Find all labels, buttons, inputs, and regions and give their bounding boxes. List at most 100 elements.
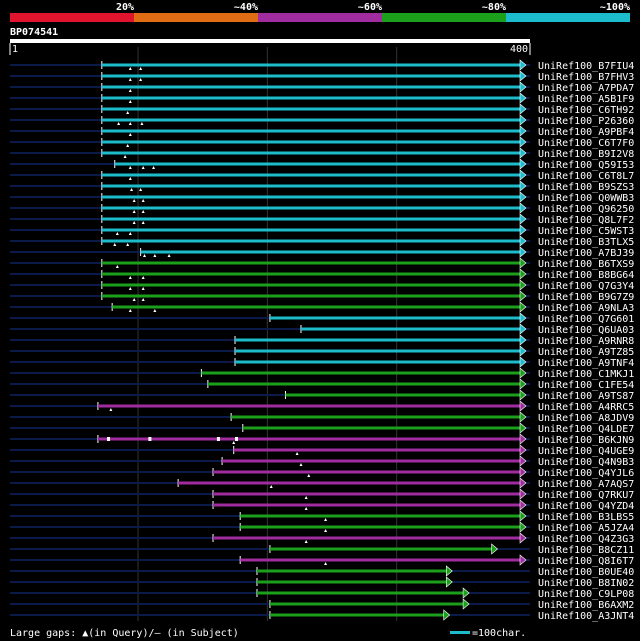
hit-row: UniRef100_C5WST3 [10, 224, 634, 237]
hit-label[interactable]: UniRef100_Q7G3Y4 [538, 281, 634, 292]
hit-label[interactable]: UniRef100_C6T8L7 [538, 171, 634, 182]
hit-label[interactable]: UniRef100_A9TZ85 [538, 347, 634, 358]
hit-arrow [519, 323, 527, 335]
hit-bar [257, 580, 447, 584]
query-gap-mark [115, 232, 119, 235]
query-gap-mark [167, 254, 171, 257]
hit-label[interactable]: UniRef100_Q96250 [538, 204, 634, 215]
hit-label[interactable]: UniRef100_B0UE40 [538, 567, 634, 578]
hit-label[interactable]: UniRef100_Q59I53 [538, 160, 634, 171]
hit-label[interactable]: UniRef100_Q7G601 [538, 314, 634, 325]
hit-label[interactable]: UniRef100_Q4LDE7 [538, 424, 634, 435]
hit-label[interactable]: UniRef100_Q8I6T7 [538, 556, 634, 567]
hit-label[interactable]: UniRef100_A4RRC5 [538, 402, 634, 413]
hit-label[interactable]: UniRef100_B9I2V8 [538, 149, 634, 160]
hit-row: UniRef100_Q6UA03 [10, 323, 634, 336]
hit-row: UniRef100_A7PDA7 [10, 81, 634, 94]
hit-bar [240, 558, 520, 562]
hit-label[interactable]: UniRef100_C1MKJ1 [538, 369, 634, 380]
query-gap-mark [126, 144, 130, 147]
hit-arrow [519, 136, 527, 148]
subject-gap-mark [235, 437, 239, 441]
hit-label[interactable]: UniRef100_C6TH92 [538, 105, 634, 116]
gaps-legend: Large gaps: ▲(in Query)/– (in Subject) [10, 628, 239, 639]
hit-label[interactable]: UniRef100_A9TS87 [538, 391, 634, 402]
hit-label[interactable]: UniRef100_B3TLX5 [538, 237, 634, 248]
query-gap-mark [304, 540, 308, 543]
legend-swatch-20 [10, 13, 134, 22]
hit-arrow [519, 422, 527, 434]
hit-arrow [519, 290, 527, 302]
hit-label[interactable]: UniRef100_Q0WWB3 [538, 193, 634, 204]
hit-label[interactable]: UniRef100_A8JDV9 [538, 413, 634, 424]
hit-label[interactable]: UniRef100_B8CZ11 [538, 545, 634, 556]
query-gap-mark [139, 78, 143, 81]
hit-label[interactable]: UniRef100_B6KJN9 [538, 435, 634, 446]
hit-bar [178, 481, 520, 485]
hit-label[interactable]: UniRef100_B9G7Z9 [538, 292, 634, 303]
hit-label[interactable]: UniRef100_Q7RKU7 [538, 490, 634, 501]
hit-bar [257, 569, 447, 573]
legend-swatch-60 [258, 13, 382, 22]
hit-row: UniRef100_A7AQS7 [10, 477, 634, 490]
hit-label[interactable]: UniRef100_A7AQS7 [538, 479, 634, 490]
hit-row: UniRef100_B8BG64 [10, 268, 634, 281]
hit-label[interactable]: UniRef100_Q4Z3G3 [538, 534, 634, 545]
hit-label[interactable]: UniRef100_B6AXM2 [538, 600, 634, 611]
query-gap-mark [304, 496, 308, 499]
hit-label[interactable]: UniRef100_B9SZS3 [538, 182, 634, 193]
hit-label[interactable]: UniRef100_Q4YZD4 [538, 501, 634, 512]
hit-label[interactable]: UniRef100_Q4YJL6 [538, 468, 634, 479]
hit-label[interactable]: UniRef100_Q6UA03 [538, 325, 634, 336]
hit-row: UniRef100_B9G7Z9 [10, 290, 634, 303]
hit-row: UniRef100_A7BJ39 [10, 246, 634, 259]
hit-arrow [462, 587, 470, 599]
hit-bar [213, 470, 520, 474]
hit-label[interactable]: UniRef100_B3LBS5 [538, 512, 634, 523]
hit-bar [140, 250, 520, 254]
hit-label[interactable]: UniRef100_Q4N9B3 [538, 457, 634, 468]
hit-label[interactable]: UniRef100_A7BJ39 [538, 248, 634, 259]
hit-bar [222, 459, 521, 463]
hit-bar [101, 129, 520, 133]
query-gap-mark [132, 210, 136, 213]
hit-bar [101, 217, 520, 221]
hit-label[interactable]: UniRef100_B7FIU4 [538, 61, 634, 72]
hit-label[interactable]: UniRef100_B7FHV3 [538, 72, 634, 83]
hit-label[interactable]: UniRef100_C5WST3 [538, 226, 634, 237]
hit-row: UniRef100_A9TS87 [10, 389, 634, 402]
hit-row: UniRef100_A9TZ85 [10, 345, 634, 358]
query-gap-mark [232, 441, 236, 444]
hit-row: UniRef100_A9TNF4 [10, 356, 634, 369]
hit-arrow [519, 70, 527, 82]
hit-label[interactable]: UniRef100_C1FE54 [538, 380, 634, 391]
hit-row: UniRef100_Q4UGE9 [10, 444, 634, 457]
hit-arrow [519, 312, 527, 324]
hit-label[interactable]: UniRef100_B6TXS9 [538, 259, 634, 270]
hit-label[interactable]: UniRef100_Q4UGE9 [538, 446, 634, 457]
hit-label[interactable]: UniRef100_A9RNR8 [538, 336, 634, 347]
hit-label[interactable]: UniRef100_A9NLA3 [538, 303, 634, 314]
hit-label[interactable]: UniRef100_A3JNT4 [538, 611, 634, 622]
hit-label[interactable]: UniRef100_P26360 [538, 116, 634, 127]
hit-label[interactable]: UniRef100_B8IN02 [538, 578, 634, 589]
hit-row: UniRef100_B3TLX5 [10, 235, 634, 248]
hit-label[interactable]: UniRef100_A5B1F9 [538, 94, 634, 105]
hit-label[interactable]: UniRef100_A5JZA4 [538, 523, 634, 534]
hit-label[interactable]: UniRef100_C6T7F0 [538, 138, 634, 149]
query-gap-mark [132, 221, 136, 224]
query-gap-mark [128, 276, 132, 279]
hit-label[interactable]: UniRef100_B8BG64 [538, 270, 634, 281]
hit-label[interactable]: UniRef100_A9PBF4 [538, 127, 634, 138]
hit-arrow [519, 114, 527, 126]
axis-start-label: 1 [12, 44, 18, 55]
hit-label[interactable]: UniRef100_A7PDA7 [538, 83, 634, 94]
hit-label[interactable]: UniRef100_Q8L7F2 [538, 215, 634, 226]
hit-bar [101, 118, 520, 122]
hit-bar [101, 283, 520, 287]
query-gap-mark [140, 122, 144, 125]
hit-bar [101, 195, 520, 199]
hit-label[interactable]: UniRef100_C9LP08 [538, 589, 634, 600]
hit-label[interactable]: UniRef100_A9TNF4 [538, 358, 634, 369]
query-gap-mark [128, 133, 132, 136]
